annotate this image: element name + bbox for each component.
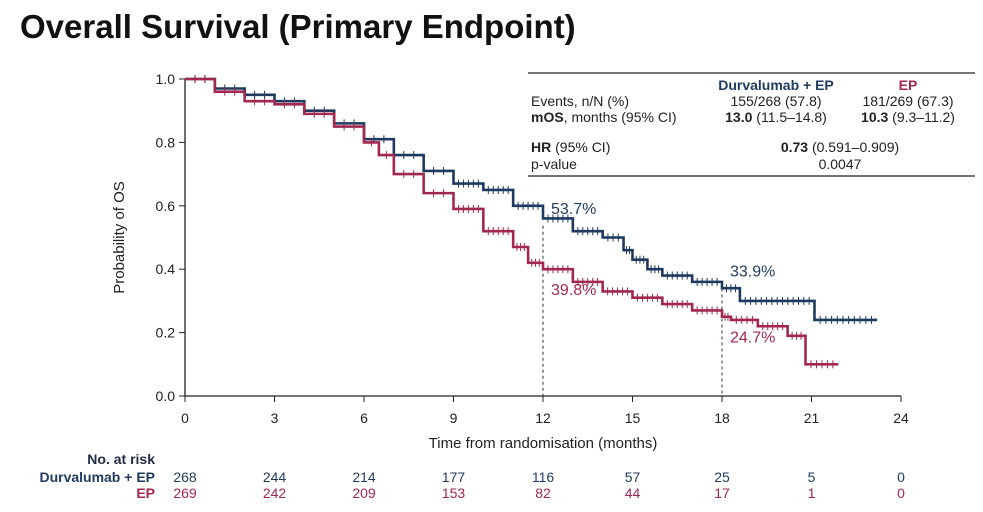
risk-value: 0 xyxy=(897,485,905,501)
risk-value: 57 xyxy=(625,469,641,485)
survival-annotation: 53.7% xyxy=(551,201,596,218)
x-tick-label: 3 xyxy=(271,410,279,426)
survival-annotation: 24.7% xyxy=(730,330,775,347)
table-cell-ep: 10.3 (9.3–11.2) xyxy=(861,109,955,125)
risk-value: 1 xyxy=(808,485,816,501)
x-tick-label: 9 xyxy=(450,410,458,426)
risk-value: 44 xyxy=(625,485,641,501)
table-header-ep: EP xyxy=(899,77,918,93)
x-tick-label: 0 xyxy=(181,410,189,426)
risk-value: 82 xyxy=(535,485,551,501)
y-tick-label: 1.0 xyxy=(156,71,176,87)
risk-table-title: No. at risk xyxy=(87,451,155,467)
x-tick-label: 6 xyxy=(360,410,368,426)
risk-value: 268 xyxy=(173,469,197,485)
hr-label: HR (95% CI) xyxy=(531,139,610,155)
risk-value: 244 xyxy=(263,469,287,485)
risk-row-label: Durvalumab + EP xyxy=(39,469,155,485)
y-tick-label: 0.2 xyxy=(156,325,176,341)
p-value: 0.0047 xyxy=(819,156,862,172)
risk-value: 269 xyxy=(173,485,197,501)
x-axis-label: Time from randomisation (months) xyxy=(429,435,658,452)
x-tick-label: 12 xyxy=(535,410,551,426)
y-axis-label: Probability of OS xyxy=(111,181,128,294)
risk-value: 25 xyxy=(714,469,730,485)
y-tick-label: 0.6 xyxy=(156,198,176,214)
x-tick-label: 15 xyxy=(625,410,641,426)
y-tick-label: 0.8 xyxy=(156,134,176,150)
x-tick-label: 24 xyxy=(893,410,909,426)
chart-title: Overall Survival (Primary Endpoint) xyxy=(20,8,576,45)
risk-row-label: EP xyxy=(136,485,155,501)
risk-value: 214 xyxy=(352,469,376,485)
hr-value: 0.73 (0.591–0.909) xyxy=(781,139,899,155)
risk-value: 5 xyxy=(808,469,816,485)
risk-value: 242 xyxy=(263,485,287,501)
risk-value: 209 xyxy=(352,485,376,501)
risk-value: 0 xyxy=(897,469,905,485)
x-tick-label: 21 xyxy=(804,410,820,426)
survival-annotation: 39.8% xyxy=(551,282,596,299)
table-cell-ep: 181/269 (67.3) xyxy=(862,93,953,109)
risk-value: 177 xyxy=(442,469,466,485)
table-row-label: Events, n/N (%) xyxy=(531,93,629,109)
x-tick-label: 18 xyxy=(714,410,730,426)
p-value-label: p-value xyxy=(531,156,577,172)
table-row-label: mOS, months (95% CI) xyxy=(531,109,677,125)
risk-value: 17 xyxy=(714,485,730,501)
table-cell-durvalumab: 155/268 (57.8) xyxy=(730,93,821,109)
table-header-durvalumab: Durvalumab + EP xyxy=(718,77,834,93)
y-tick-label: 0.0 xyxy=(156,388,176,404)
table-cell-durvalumab: 13.0 (11.5–14.8) xyxy=(725,109,827,125)
y-tick-label: 0.4 xyxy=(156,261,176,277)
risk-value: 153 xyxy=(442,485,466,501)
survival-annotation: 33.9% xyxy=(730,264,775,281)
risk-value: 116 xyxy=(532,469,555,485)
